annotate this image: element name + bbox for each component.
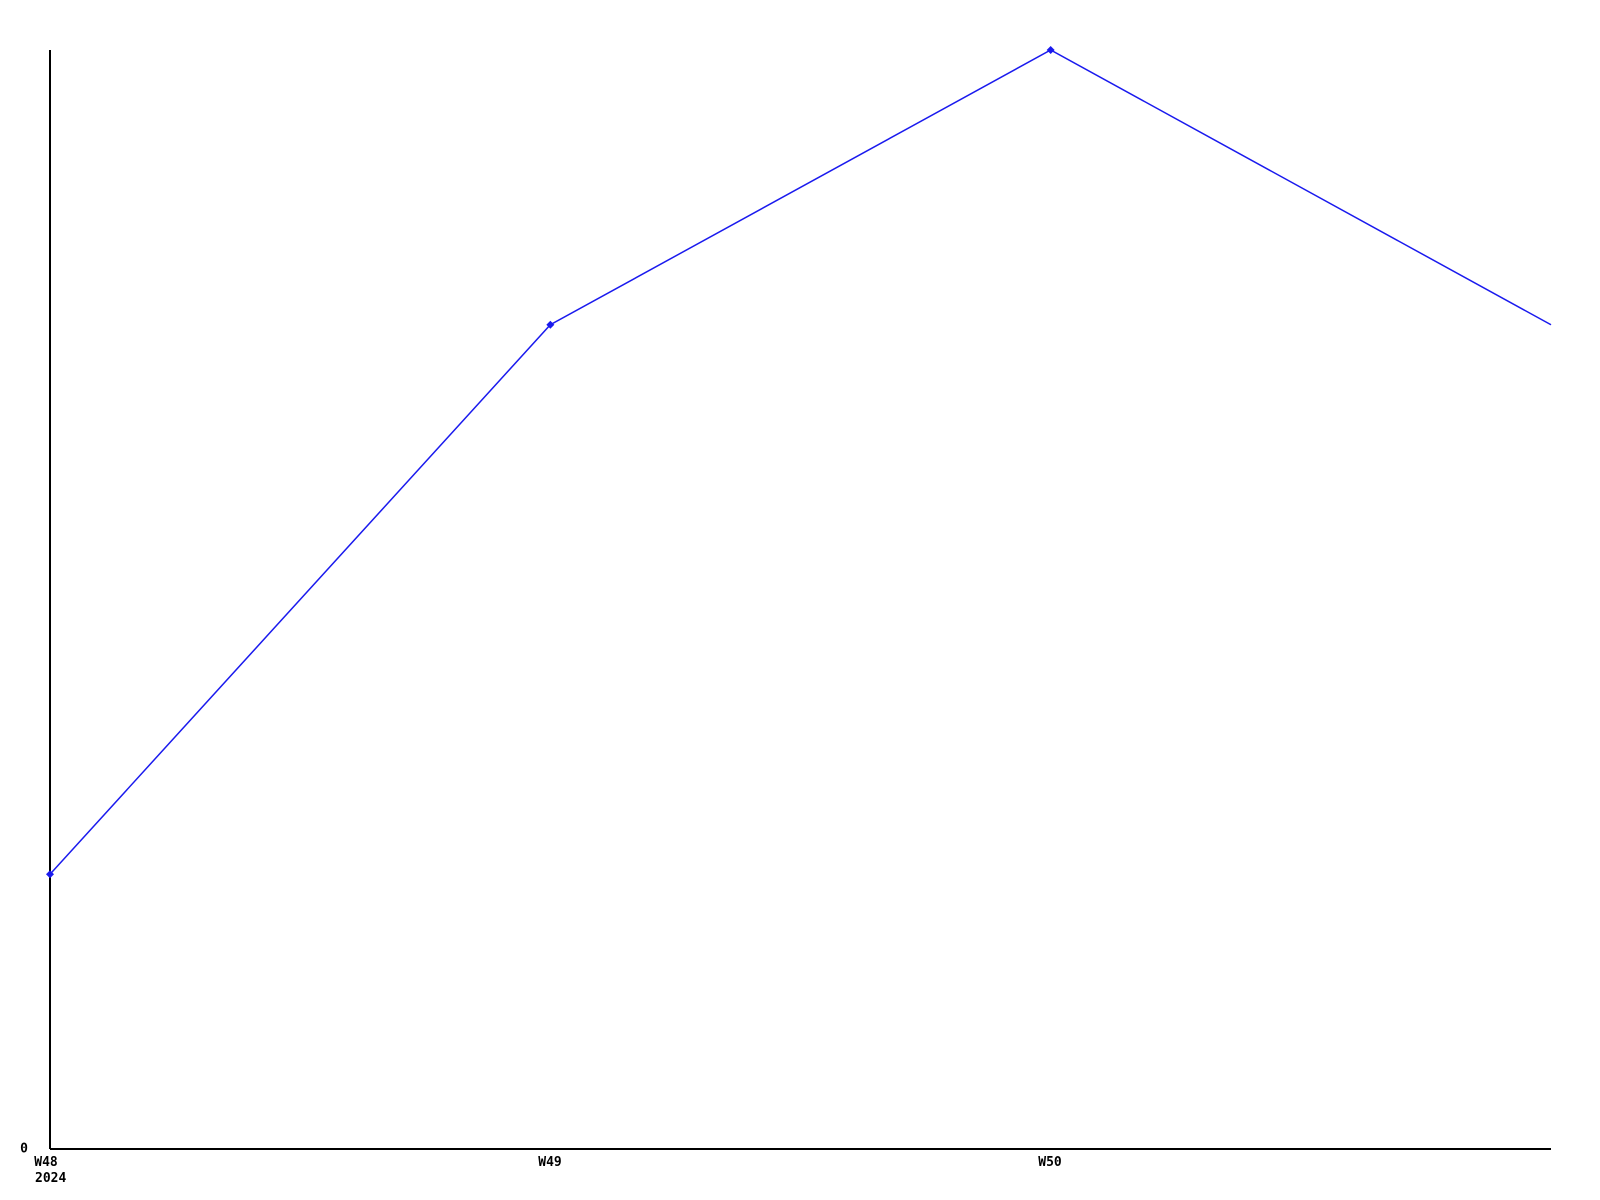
series-line — [49, 49, 1552, 875]
data-point-marker — [46, 870, 54, 879]
x-axis-tick-label-w49: W49 — [538, 1155, 562, 1170]
x-axis-tick-label-w50: W50 — [1038, 1155, 1062, 1170]
x-axis-year-label: 2024 — [35, 1171, 67, 1186]
data-point-marker — [1046, 46, 1055, 54]
y-axis-tick-label-zero: 0 — [20, 1141, 28, 1157]
x-axis-tick-label-w48: W48 — [34, 1155, 58, 1170]
data-point-marker — [546, 320, 555, 329]
